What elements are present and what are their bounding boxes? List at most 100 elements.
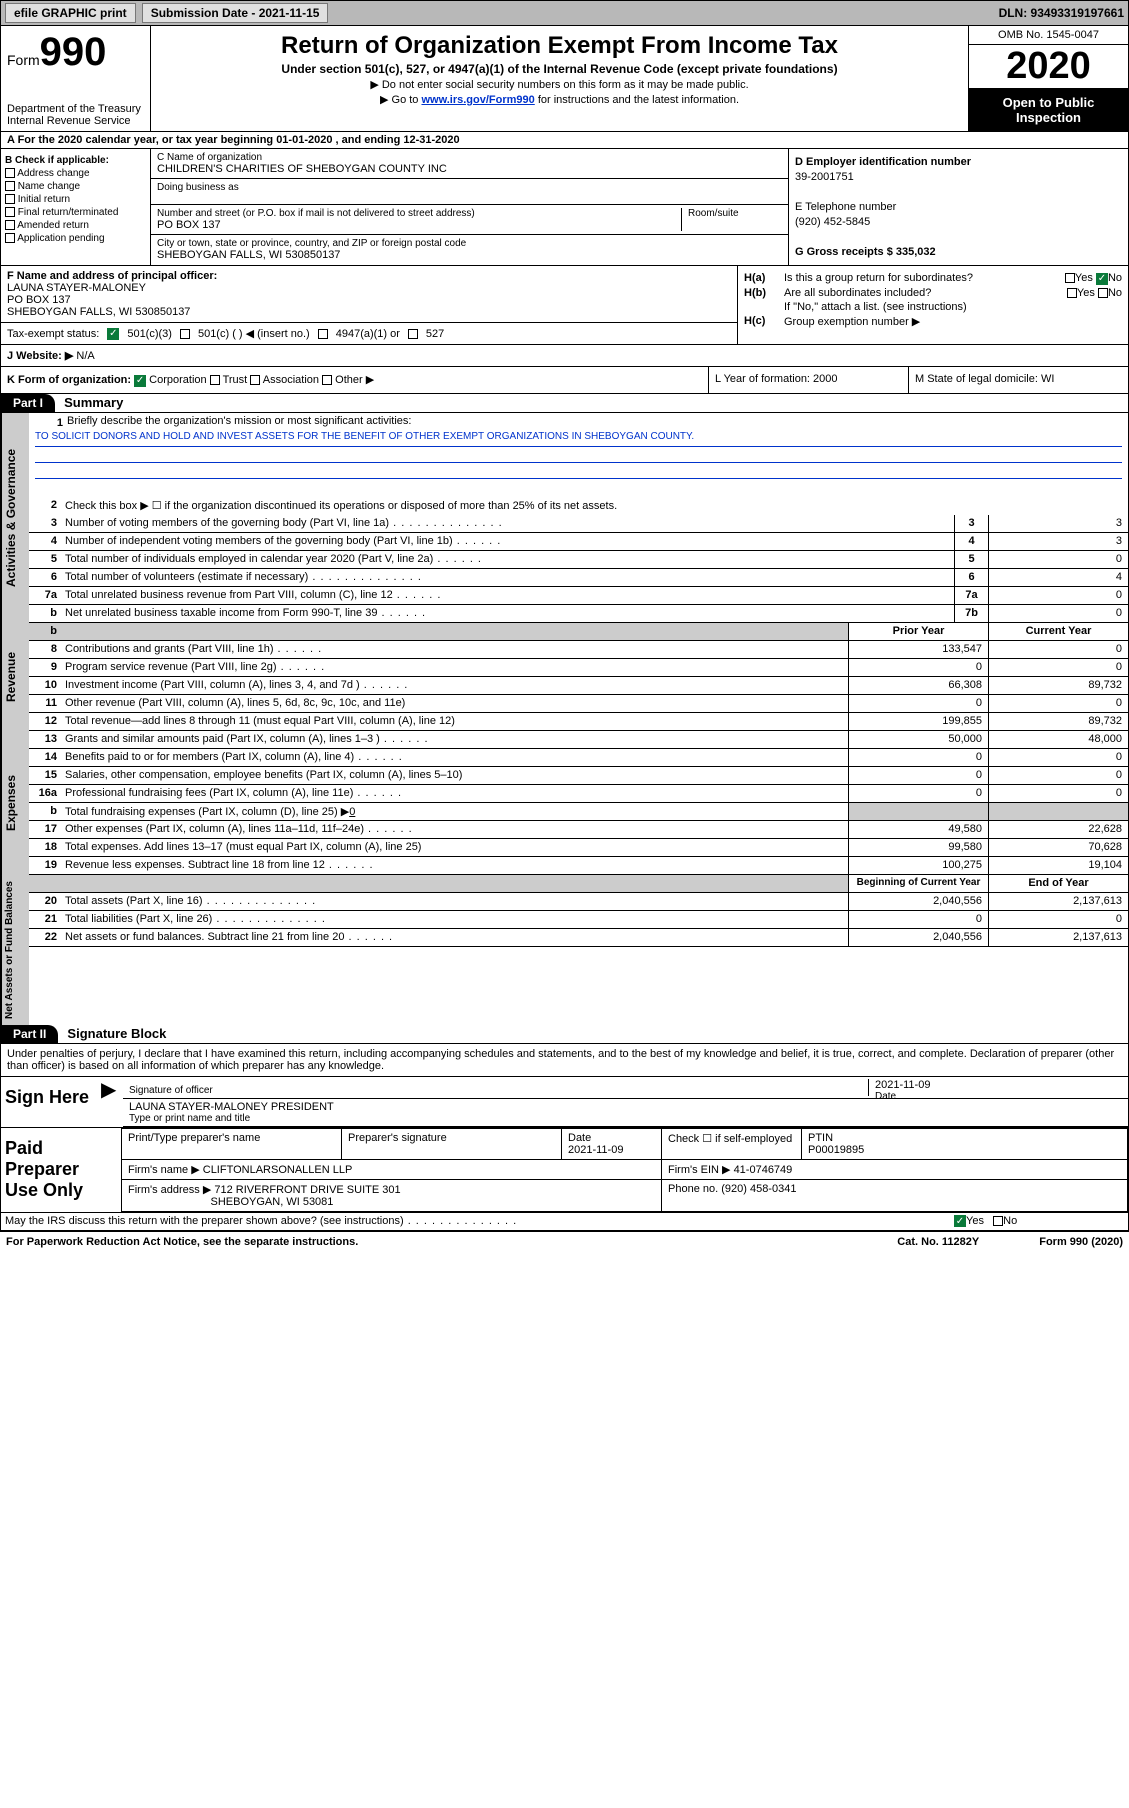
l20-text: Total assets (Part X, line 16) — [61, 893, 848, 910]
chk-address[interactable] — [5, 168, 15, 178]
l3-text: Number of voting members of the governin… — [61, 515, 954, 532]
l16a-text: Professional fundraising fees (Part IX, … — [61, 785, 848, 802]
row-j-website: J Website: ▶ N/A — [1, 345, 1128, 367]
paid-preparer-label: Paid Preparer Use Only — [1, 1128, 121, 1212]
firm-phone-label: Phone no. — [668, 1183, 718, 1195]
officer-printed-name: LAUNA STAYER-MALONEY PRESIDENT — [129, 1101, 1122, 1113]
firm-addr2: SHEBOYGAN, WI 53081 — [211, 1196, 334, 1208]
note2-pre: Go to — [392, 94, 422, 106]
l7b-val: 0 — [988, 605, 1128, 622]
discuss-yes[interactable]: ✓ — [954, 1215, 966, 1227]
b-title: B Check if applicable: — [5, 155, 109, 166]
irs-link[interactable]: www.irs.gov/Form990 — [421, 94, 534, 106]
hb-no[interactable] — [1098, 288, 1108, 298]
officer-addr1: PO BOX 137 — [7, 294, 731, 306]
l21-text: Total liabilities (Part X, line 26) — [61, 911, 848, 928]
header-right: OMB No. 1545-0047 2020 Open to Public In… — [968, 26, 1128, 131]
footer-form: Form 990 (2020) — [1039, 1236, 1123, 1248]
form-title: Return of Organization Exempt From Incom… — [159, 32, 960, 60]
chk-527[interactable] — [408, 329, 418, 339]
chk-name[interactable] — [5, 181, 15, 191]
ha-yes[interactable] — [1065, 273, 1075, 283]
mission-text: TO SOLICIT DONORS AND HOLD AND INVEST AS… — [35, 431, 1122, 447]
chk-other[interactable] — [322, 375, 332, 385]
section-b-to-g: B Check if applicable: Address change Na… — [1, 149, 1128, 266]
l8-text: Contributions and grants (Part VIII, lin… — [61, 641, 848, 658]
dln-label: DLN: 93493319197661 — [999, 6, 1124, 20]
l6-val: 4 — [988, 569, 1128, 586]
chk-501c3[interactable]: ✓ — [107, 328, 119, 340]
l14-text: Benefits paid to or for members (Part IX… — [61, 749, 848, 766]
l10-text: Investment income (Part VIII, column (A)… — [61, 677, 848, 694]
form-word: Form — [7, 52, 40, 68]
tax-year: 2020 — [969, 45, 1128, 89]
activities-governance: Activities & Governance 1Briefly describ… — [1, 413, 1128, 623]
hb-yes[interactable] — [1067, 288, 1077, 298]
prep-check-label: Check ☐ if self-employed — [662, 1128, 802, 1159]
part1-header: Part I Summary — [1, 394, 1128, 413]
officer-addr2: SHEBOYGAN FALLS, WI 530850137 — [7, 306, 731, 318]
sig-date: 2021-11-09 — [875, 1079, 1122, 1091]
vtab-revenue: Revenue — [1, 623, 29, 731]
revenue-section: Revenue bPrior YearCurrent Year 8Contrib… — [1, 623, 1128, 731]
ein-value: 39-2001751 — [795, 171, 1122, 183]
l11-text: Other revenue (Part VIII, column (A), li… — [61, 695, 848, 712]
form-header: Form990 Department of the Treasury Inter… — [1, 26, 1128, 132]
gross-receipts: G Gross receipts $ 335,032 — [795, 246, 936, 258]
ptin-value: P00019895 — [808, 1144, 864, 1156]
l18-text: Total expenses. Add lines 13–17 (must eq… — [61, 839, 848, 856]
l13-text: Grants and similar amounts paid (Part IX… — [61, 731, 848, 748]
hdr-end: End of Year — [988, 875, 1128, 892]
k-label: K Form of organization: — [7, 374, 131, 386]
chk-initial[interactable] — [5, 194, 15, 204]
note-link: Go to www.irs.gov/Form990 for instructio… — [159, 93, 960, 106]
hdr-current: Current Year — [988, 623, 1128, 640]
inspection-notice: Open to Public Inspection — [969, 89, 1128, 131]
sign-here-section: Sign Here ▶ Signature of officer 2021-11… — [1, 1077, 1128, 1128]
efile-print-button[interactable]: efile GRAPHIC print — [5, 3, 136, 23]
chk-trust[interactable] — [210, 375, 220, 385]
city-value: SHEBOYGAN FALLS, WI 530850137 — [157, 249, 782, 261]
firm-phone: (920) 458-0341 — [721, 1183, 796, 1195]
l4-val: 3 — [988, 533, 1128, 550]
chk-assoc[interactable] — [250, 375, 260, 385]
l7a-text: Total unrelated business revenue from Pa… — [61, 587, 954, 604]
paid-preparer-section: Paid Preparer Use Only Print/Type prepar… — [1, 1128, 1128, 1213]
dept-label: Department of the Treasury — [7, 103, 144, 115]
hb-note: If "No," attach a list. (see instruction… — [784, 301, 1122, 313]
col-h-group: H(a)Is this a group return for subordina… — [738, 266, 1128, 344]
l16b-text: Total fundraising expenses (Part IX, col… — [61, 803, 848, 820]
expenses-section: Expenses 13Grants and similar amounts pa… — [1, 731, 1128, 875]
part2-badge: Part II — [1, 1025, 58, 1043]
hc-text: Group exemption number ▶ — [784, 315, 1122, 328]
l7a-val: 0 — [988, 587, 1128, 604]
l22-text: Net assets or fund balances. Subtract li… — [61, 929, 848, 946]
vtab-governance: Activities & Governance — [1, 413, 29, 623]
chk-final[interactable] — [5, 207, 15, 217]
sign-arrow-icon: ▶ — [101, 1077, 113, 1127]
sig-officer-label: Signature of officer — [123, 1085, 868, 1096]
ha-no[interactable]: ✓ — [1096, 273, 1108, 285]
prep-sig-label: Preparer's signature — [342, 1128, 562, 1159]
l9-text: Program service revenue (Part VIII, line… — [61, 659, 848, 676]
submission-date-button[interactable]: Submission Date - 2021-11-15 — [142, 3, 329, 23]
hdr-prior: Prior Year — [848, 623, 988, 640]
chk-4947[interactable] — [318, 329, 328, 339]
dba-label: Doing business as — [157, 182, 782, 193]
org-name: CHILDREN'S CHARITIES OF SHEBOYGAN COUNTY… — [157, 163, 782, 175]
chk-amended[interactable] — [5, 220, 15, 230]
chk-pending[interactable] — [5, 233, 15, 243]
chk-501c[interactable] — [180, 329, 190, 339]
firm-ein: 41-0746749 — [734, 1164, 793, 1176]
prep-date: 2021-11-09 — [568, 1144, 623, 1156]
l2-text: Check this box ▶ ☐ if the organization d… — [61, 497, 1128, 515]
col-c-org-info: C Name of organization CHILDREN'S CHARIT… — [151, 149, 788, 265]
hdr-begin: Beginning of Current Year — [848, 875, 988, 892]
l17-text: Other expenses (Part IX, column (A), lin… — [61, 821, 848, 838]
chk-corp[interactable]: ✓ — [134, 375, 146, 387]
discuss-no[interactable] — [993, 1216, 1003, 1226]
org-name-box: C Name of organization CHILDREN'S CHARIT… — [151, 149, 788, 179]
row-k-org-form: K Form of organization: ✓ Corporation Tr… — [1, 367, 1128, 394]
sign-here-label: Sign Here — [1, 1077, 101, 1127]
room-label: Room/suite — [682, 208, 782, 231]
